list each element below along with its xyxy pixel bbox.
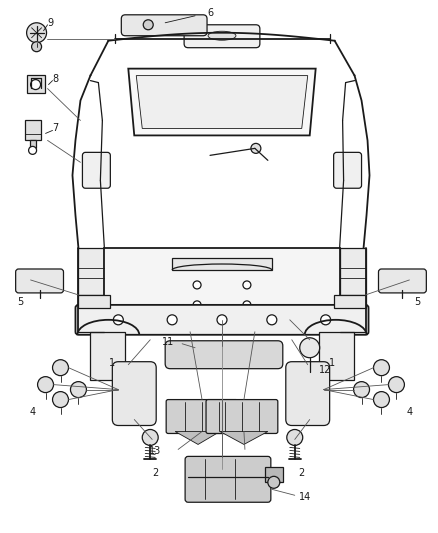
FancyBboxPatch shape (184, 25, 260, 47)
Text: 13: 13 (149, 447, 161, 456)
Circle shape (27, 23, 46, 43)
Circle shape (251, 143, 261, 154)
FancyBboxPatch shape (16, 269, 64, 293)
FancyBboxPatch shape (378, 269, 426, 293)
Circle shape (321, 315, 331, 325)
Circle shape (217, 315, 227, 325)
Polygon shape (78, 248, 104, 295)
Circle shape (193, 281, 201, 289)
Circle shape (167, 315, 177, 325)
Text: 2: 2 (152, 469, 158, 478)
Circle shape (267, 315, 277, 325)
FancyBboxPatch shape (75, 305, 368, 335)
Text: 2: 2 (299, 469, 305, 478)
Circle shape (300, 338, 320, 358)
Polygon shape (339, 248, 366, 295)
Text: 7: 7 (53, 124, 59, 133)
Text: 4: 4 (29, 407, 35, 416)
Polygon shape (136, 76, 308, 128)
Text: 1: 1 (328, 358, 335, 368)
Circle shape (38, 377, 53, 393)
Circle shape (31, 79, 41, 90)
Polygon shape (172, 258, 272, 270)
Bar (30, 140, 35, 148)
FancyBboxPatch shape (165, 341, 283, 369)
Circle shape (243, 301, 251, 309)
Text: 12: 12 (318, 365, 331, 375)
Polygon shape (78, 295, 110, 308)
Circle shape (353, 382, 370, 398)
Polygon shape (90, 332, 125, 379)
Text: 1: 1 (109, 358, 115, 368)
Circle shape (32, 42, 42, 52)
Ellipse shape (208, 31, 236, 40)
FancyBboxPatch shape (82, 152, 110, 188)
Text: 14: 14 (299, 492, 311, 502)
Polygon shape (334, 295, 366, 308)
Bar (265, 467, 283, 482)
Text: 11: 11 (162, 337, 174, 347)
Text: 5: 5 (414, 297, 420, 307)
Circle shape (243, 281, 251, 289)
Circle shape (28, 147, 37, 155)
Circle shape (53, 360, 68, 376)
Circle shape (268, 477, 280, 488)
Polygon shape (175, 432, 220, 445)
Polygon shape (319, 332, 353, 379)
Circle shape (142, 430, 158, 446)
Polygon shape (128, 69, 316, 135)
Circle shape (374, 360, 389, 376)
FancyBboxPatch shape (185, 456, 271, 502)
Circle shape (143, 20, 153, 30)
FancyBboxPatch shape (206, 400, 278, 433)
FancyBboxPatch shape (286, 362, 330, 425)
Text: 4: 4 (406, 407, 413, 416)
Circle shape (374, 392, 389, 408)
Circle shape (389, 377, 404, 393)
Text: 8: 8 (53, 74, 59, 84)
Text: 5: 5 (18, 297, 24, 307)
Bar (27, 75, 45, 93)
Circle shape (193, 301, 201, 309)
FancyBboxPatch shape (112, 362, 156, 425)
Circle shape (71, 382, 86, 398)
FancyBboxPatch shape (166, 400, 238, 433)
Text: 9: 9 (47, 18, 53, 28)
Polygon shape (220, 432, 268, 445)
FancyBboxPatch shape (121, 15, 207, 36)
Circle shape (113, 315, 124, 325)
Circle shape (287, 430, 303, 446)
Polygon shape (104, 248, 339, 310)
Bar (25, 120, 41, 140)
Circle shape (53, 392, 68, 408)
Text: 6: 6 (207, 8, 213, 18)
FancyBboxPatch shape (334, 152, 361, 188)
